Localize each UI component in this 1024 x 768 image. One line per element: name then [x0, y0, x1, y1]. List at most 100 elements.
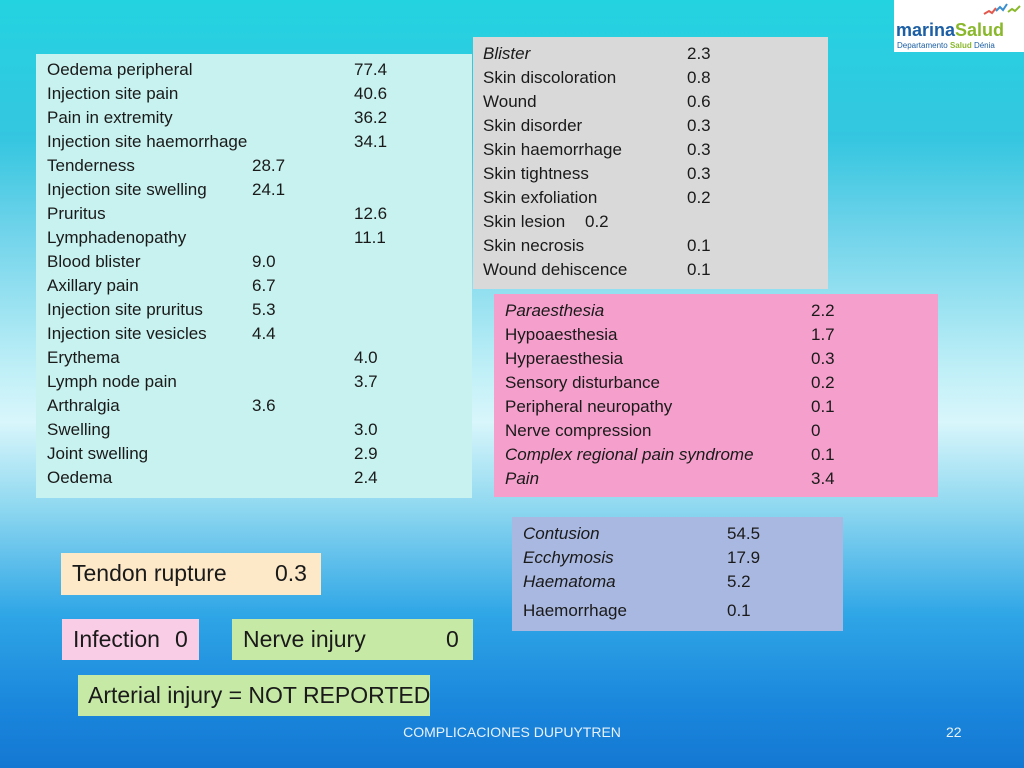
row-label: Joint swelling: [47, 444, 149, 463]
row-value: 0: [811, 421, 821, 440]
row-label: Ecchymosis: [523, 548, 614, 567]
row-label: Axillary pain: [47, 276, 139, 295]
infection-box: Infection 0: [62, 619, 199, 660]
row-label: Haemorrhage: [523, 601, 627, 620]
table-row: Blister 2.3: [483, 42, 828, 66]
table-row: Tenderness 28.7: [47, 154, 472, 178]
row-label: Tenderness: [47, 156, 135, 175]
table-row: Injection site haemorrhage 34.1: [47, 130, 472, 154]
logo-brand: marinaSalud: [896, 20, 1005, 40]
row-value: 0.1: [811, 397, 835, 416]
row-value: 77.4: [354, 60, 388, 79]
table-row: Complex regional pain syndrome 0.1: [505, 443, 938, 467]
row-label: Skin tightness: [483, 164, 589, 183]
row-label: Skin haemorrhage: [483, 140, 622, 159]
row-value: 3.7: [354, 372, 378, 391]
table-row: Contusion 54.5: [523, 522, 843, 546]
nerve-injury-box: Nerve injury 0: [232, 619, 473, 660]
row-value: 0.3: [811, 349, 835, 368]
row-label: Skin lesion: [483, 212, 566, 231]
row-label: Haematoma: [523, 572, 616, 591]
skin-events-box: Blister 2.3 Skin discoloration 0.8 Wound 0.…: [473, 37, 828, 289]
row-value: 24.1: [252, 180, 286, 199]
table-row: Hyperaesthesia 0.3: [505, 347, 938, 371]
row-label: Oedema: [47, 468, 113, 487]
local-reactions-box: Oedema peripheral 77.4 Injection site pai…: [36, 54, 472, 498]
table-row: Injection site vesicles 4.4: [47, 322, 472, 346]
row-value: 40.6: [354, 84, 388, 103]
tendon-rupture-value: 0.3: [275, 560, 307, 586]
row-label: Complex regional pain syndrome: [505, 445, 754, 464]
table-row: Skin disorder 0.3: [483, 114, 828, 138]
row-value: 0.1: [687, 260, 711, 279]
table-row: Skin exfoliation 0.2: [483, 186, 828, 210]
row-label: Contusion: [523, 524, 600, 543]
tendon-rupture-box: Tendon rupture 0.3: [61, 553, 321, 595]
row-label: Hyperaesthesia: [505, 349, 624, 368]
table-row: Oedema peripheral 77.4: [47, 58, 472, 82]
row-value: 9.0: [252, 252, 276, 271]
row-label: Skin exfoliation: [483, 188, 598, 207]
row-value: 0.1: [727, 601, 751, 620]
row-value: 4.0: [354, 348, 378, 367]
table-row: Lymph node pain 3.7: [47, 370, 472, 394]
row-value: 3.6: [252, 396, 276, 415]
row-value: 36.2: [354, 108, 388, 127]
row-label: Pain in extremity: [47, 108, 173, 127]
row-label: Sensory disturbance: [505, 373, 660, 392]
page-number: 22: [946, 724, 962, 740]
table-row: Erythema 4.0: [47, 346, 472, 370]
row-label: Paraesthesia: [505, 301, 605, 320]
row-label: Injection site swelling: [47, 180, 207, 199]
arterial-injury-text: Arterial injury = NOT REPORTED: [88, 682, 431, 708]
table-row: Sensory disturbance 0.2: [505, 371, 938, 395]
row-value: 3.4: [811, 469, 835, 488]
row-value: 5.2: [727, 572, 751, 591]
row-label: Swelling: [47, 420, 111, 439]
row-value: 0.3: [687, 116, 711, 135]
table-row: Wound 0.6: [483, 90, 828, 114]
row-value: 0.6: [687, 92, 711, 111]
row-value: 0.3: [687, 164, 711, 183]
table-row: Pain 3.4: [505, 467, 938, 491]
table-row: Haematoma 5.2: [523, 570, 843, 594]
row-label: Oedema peripheral: [47, 60, 193, 79]
row-value: 34.1: [354, 132, 388, 151]
table-row: Skin tightness 0.3: [483, 162, 828, 186]
table-row: Hypoaesthesia 1.7: [505, 323, 938, 347]
table-row: Peripheral neuropathy 0.1: [505, 395, 938, 419]
table-row: Skin discoloration 0.8: [483, 66, 828, 90]
row-label: Blister: [483, 44, 531, 63]
table-row: Injection site swelling 24.1: [47, 178, 472, 202]
row-label: Pruritus: [47, 204, 106, 223]
row-value: 0.3: [687, 140, 711, 159]
row-value: 0.8: [687, 68, 711, 87]
row-label: Blood blister: [47, 252, 141, 271]
row-value: 17.9: [727, 548, 761, 567]
row-label: Erythema: [47, 348, 120, 367]
table-row: Pruritus 12.6: [47, 202, 472, 226]
tendon-rupture-label: Tendon rupture: [72, 560, 227, 586]
row-value: 2.2: [811, 301, 835, 320]
row-value: 28.7: [252, 156, 286, 175]
row-label: Injection site pain: [47, 84, 179, 103]
row-label: Skin necrosis: [483, 236, 585, 255]
table-row: Axillary pain 6.7: [47, 274, 472, 298]
row-value: 2.4: [354, 468, 378, 487]
table-row: Skin necrosis 0.1: [483, 234, 828, 258]
table-row: Pain in extremity 36.2: [47, 106, 472, 130]
table-row: Ecchymosis 17.9: [523, 546, 843, 570]
table-row: Wound dehiscence 0.1: [483, 258, 828, 282]
row-value: 12.6: [354, 204, 388, 223]
table-row: Injection site pain 40.6: [47, 82, 472, 106]
row-value: 2.3: [687, 44, 711, 63]
row-value: 54.5: [727, 524, 761, 543]
footer-title: COMPLICACIONES DUPUYTREN: [403, 724, 621, 740]
row-label: Skin discoloration: [483, 68, 617, 87]
row-value: 0.2: [585, 212, 609, 231]
infection-value: 0: [175, 626, 188, 652]
bruising-events-box: Contusion 54.5 Ecchymosis 17.9 Haematoma 5.…: [512, 517, 843, 631]
row-value: 1.7: [811, 325, 835, 344]
row-value: 0.1: [811, 445, 835, 464]
row-value: 0.2: [687, 188, 711, 207]
